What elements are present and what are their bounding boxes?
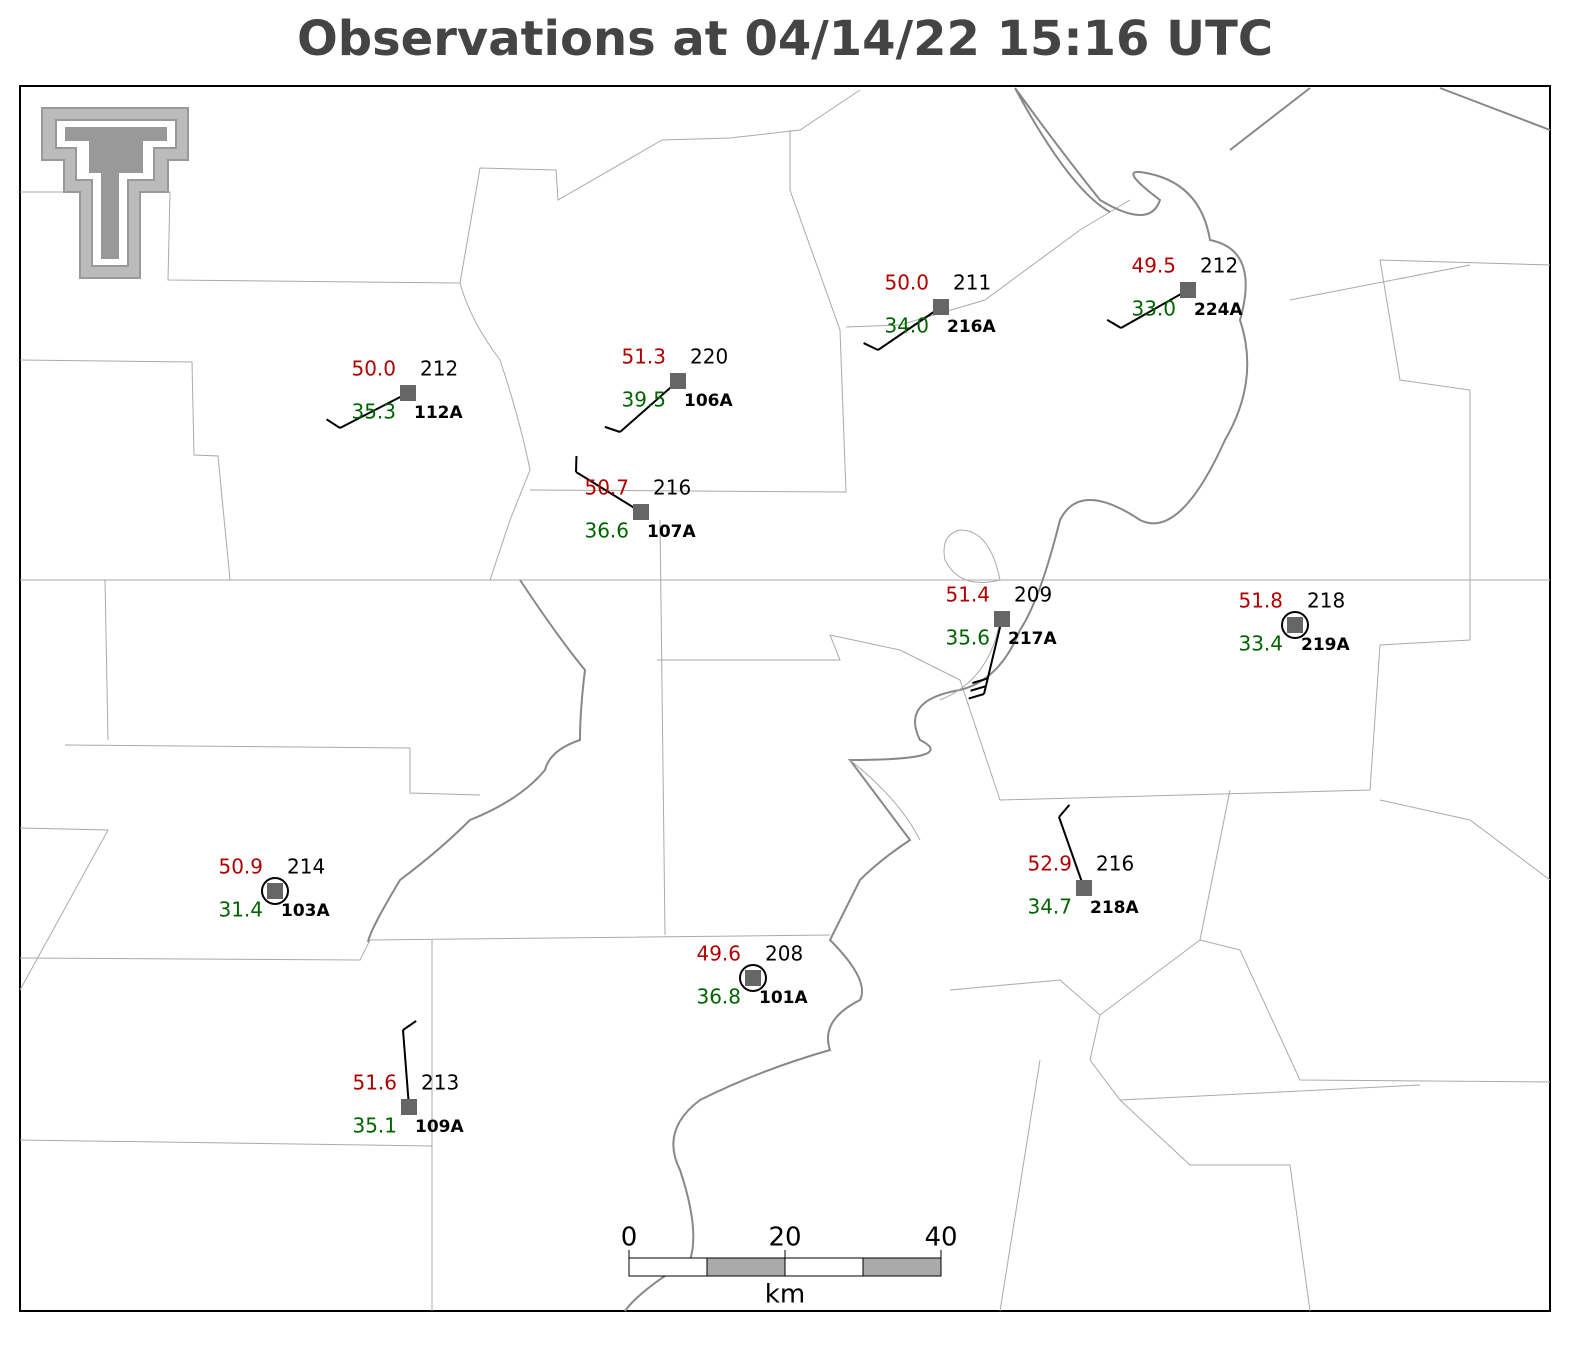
dewpoint: 33.4 bbox=[1238, 632, 1283, 656]
station-marker bbox=[994, 611, 1010, 627]
station-marker bbox=[933, 299, 949, 315]
scale-segment bbox=[629, 1258, 707, 1276]
station-marker bbox=[1076, 880, 1092, 896]
dewpoint: 34.0 bbox=[884, 314, 929, 338]
temperature: 51.8 bbox=[1238, 589, 1283, 613]
pressure: 208 bbox=[765, 942, 803, 966]
title: Observations at 04/14/22 15:16 UTC bbox=[297, 11, 1273, 67]
station-marker bbox=[633, 504, 649, 520]
scale-segment bbox=[707, 1258, 785, 1276]
pressure: 213 bbox=[421, 1071, 459, 1095]
station-marker bbox=[745, 970, 761, 986]
dewpoint: 31.4 bbox=[218, 898, 263, 922]
dewpoint: 34.7 bbox=[1027, 895, 1072, 919]
pressure: 212 bbox=[1200, 254, 1238, 278]
temperature: 51.3 bbox=[621, 345, 666, 369]
dewpoint: 33.0 bbox=[1131, 297, 1176, 321]
temperature: 50.9 bbox=[218, 855, 263, 879]
temperature: 49.6 bbox=[696, 942, 741, 966]
station-id: 112A bbox=[414, 403, 463, 423]
pressure: 214 bbox=[287, 855, 325, 879]
station-id: 219A bbox=[1301, 635, 1350, 655]
pressure: 212 bbox=[420, 357, 458, 381]
temperature: 52.9 bbox=[1027, 852, 1072, 876]
dewpoint: 35.3 bbox=[351, 400, 396, 424]
temperature: 50.7 bbox=[584, 476, 629, 500]
pressure: 218 bbox=[1307, 589, 1345, 613]
pressure: 216 bbox=[653, 476, 691, 500]
station-id: 217A bbox=[1008, 629, 1057, 649]
map-background bbox=[20, 86, 1550, 1311]
temperature: 49.5 bbox=[1131, 254, 1176, 278]
station-id: 103A bbox=[281, 901, 330, 921]
station-marker bbox=[1287, 617, 1303, 633]
station-id: 224A bbox=[1194, 300, 1243, 320]
dewpoint: 35.1 bbox=[352, 1114, 397, 1138]
temperature: 51.4 bbox=[945, 583, 990, 607]
station-marker bbox=[401, 1099, 417, 1115]
station-marker bbox=[670, 373, 686, 389]
station-id: 101A bbox=[759, 988, 808, 1008]
scale-segment bbox=[785, 1258, 863, 1276]
dewpoint: 39.5 bbox=[621, 388, 666, 412]
pressure: 220 bbox=[690, 345, 728, 369]
station-marker bbox=[400, 385, 416, 401]
scale-tick-label: 0 bbox=[621, 1223, 638, 1253]
temperature: 51.6 bbox=[352, 1071, 397, 1095]
scale-tick-label: 40 bbox=[924, 1223, 957, 1253]
station-id: 106A bbox=[684, 391, 733, 411]
station-id: 216A bbox=[947, 317, 996, 337]
scale-segment bbox=[863, 1258, 941, 1276]
temperature: 50.0 bbox=[884, 271, 929, 295]
dewpoint: 36.6 bbox=[584, 519, 629, 543]
station-id: 107A bbox=[647, 522, 696, 542]
temperature: 50.0 bbox=[351, 357, 396, 381]
pressure: 211 bbox=[953, 271, 991, 295]
station-id: 218A bbox=[1090, 898, 1139, 918]
dewpoint: 35.6 bbox=[945, 626, 990, 650]
station-id: 109A bbox=[415, 1117, 464, 1137]
dewpoint: 36.8 bbox=[696, 985, 741, 1009]
station-marker bbox=[1180, 282, 1196, 298]
station-marker bbox=[267, 883, 283, 899]
pressure: 216 bbox=[1096, 852, 1134, 876]
scale-unit: km bbox=[765, 1280, 805, 1310]
scale-tick-label: 20 bbox=[768, 1223, 801, 1253]
pressure: 209 bbox=[1014, 583, 1052, 607]
